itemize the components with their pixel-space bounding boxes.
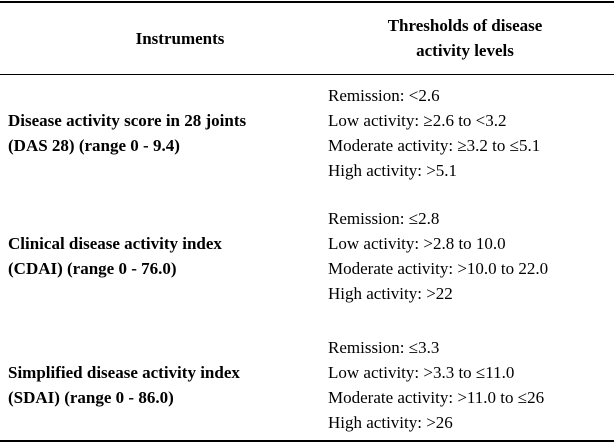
- instrument-name: Disease activity score in 28 joints: [8, 110, 247, 130]
- threshold-line: Moderate activity: >11.0 to ≤26: [328, 387, 545, 407]
- header-cell: activity levels: [416, 41, 514, 60]
- threshold-line: Moderate activity: ≥3.2 to ≤5.1: [328, 135, 541, 155]
- top-rule: [0, 1, 614, 3]
- instrument-name: Simplified disease activity index: [8, 362, 240, 382]
- threshold-line: Moderate activity: >10.0 to 22.0: [328, 258, 549, 278]
- threshold-line: Low activity: ≥2.6 to <3.2: [328, 110, 507, 130]
- bottom-rule: [0, 440, 614, 442]
- header-cell: Instruments: [135, 28, 225, 48]
- threshold-line: Remission: ≤3.3: [328, 337, 440, 357]
- threshold-line: High activity: >26: [328, 412, 453, 432]
- header-cell: Thresholds of disease: [387, 16, 543, 35]
- threshold-line: Low activity: >2.8 to 10.0: [328, 233, 506, 253]
- header-rule: [0, 74, 614, 75]
- threshold-line: Remission: ≤2.8: [328, 208, 440, 228]
- instrument-name: (DAS 28) (range 0 - 9.4): [8, 135, 180, 155]
- threshold-line: Remission: <2.6: [328, 85, 440, 105]
- threshold-line: High activity: >22: [328, 283, 453, 303]
- threshold-line: High activity: >5.1: [328, 160, 458, 180]
- instrument-name: (CDAI) (range 0 - 76.0): [8, 258, 177, 278]
- threshold-line: Low activity: >3.3 to ≤11.0: [328, 362, 515, 382]
- instrument-name: (SDAI) (range 0 - 86.0): [8, 387, 174, 407]
- instrument-name: Clinical disease activity index: [8, 233, 222, 253]
